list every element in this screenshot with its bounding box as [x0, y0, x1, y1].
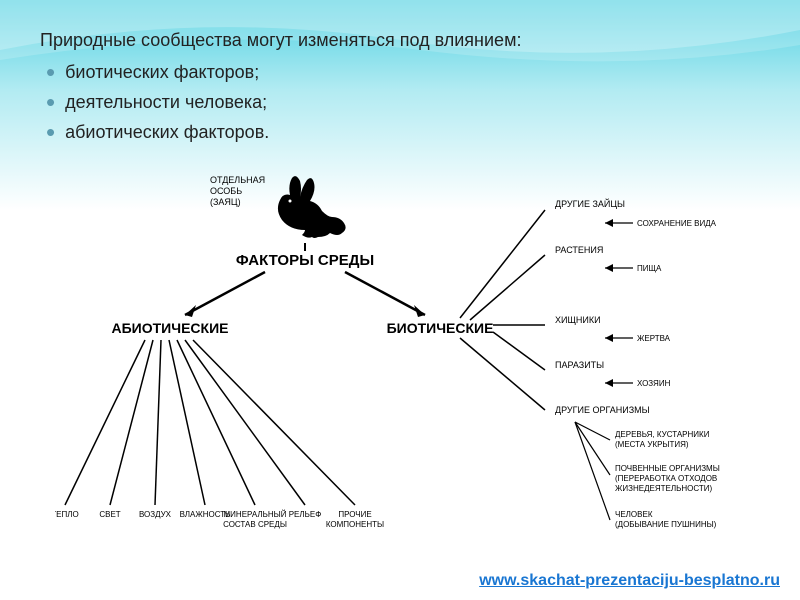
bullet-text: абиотических факторов. — [65, 122, 269, 143]
svg-text:ЧЕЛОВЕК: ЧЕЛОВЕК — [615, 510, 653, 519]
svg-text:СОСТАВ СРЕДЫ: СОСТАВ СРЕДЫ — [223, 520, 287, 529]
svg-text:(ПЕРЕРАБОТКА ОТХОДОВ: (ПЕРЕРАБОТКА ОТХОДОВ — [615, 474, 717, 483]
rabbit-label: ОСОБЬ — [210, 186, 242, 196]
svg-text:(ДОБЫВАНИЕ ПУШНИНЫ): (ДОБЫВАНИЕ ПУШНИНЫ) — [615, 520, 717, 529]
svg-text:ХИЩНИКИ: ХИЩНИКИ — [555, 315, 601, 325]
slide-container: Природные сообщества могут изменяться по… — [0, 0, 800, 600]
bullet-item: абиотических факторов. — [46, 119, 760, 145]
biotic-labels: ДРУГИЕ ЗАЙЦЫ СОХРАНЕНИЕ ВИДА РАСТЕНИЯ ПИ… — [555, 198, 720, 529]
svg-text:ПРОЧИЕ: ПРОЧИЕ — [338, 510, 371, 519]
svg-text:СОХРАНЕНИЕ ВИДА: СОХРАНЕНИЕ ВИДА — [637, 219, 717, 228]
svg-text:МИНЕРАЛЬНЫЙ: МИНЕРАЛЬНЫЙ — [224, 510, 287, 519]
svg-text:ВОЗДУХ: ВОЗДУХ — [139, 510, 172, 519]
intro-text: Природные сообщества могут изменяться по… — [40, 30, 760, 51]
svg-text:ДЕРЕВЬЯ, КУСТАРНИКИ: ДЕРЕВЬЯ, КУСТАРНИКИ — [615, 430, 710, 439]
abiotic-heading: АБИОТИЧЕСКИЕ — [112, 320, 229, 336]
bullet-text: деятельности человека; — [65, 92, 267, 113]
svg-text:РАСТЕНИЯ: РАСТЕНИЯ — [555, 245, 603, 255]
bullet-list: биотических факторов; деятельности челов… — [40, 59, 760, 145]
svg-text:(МЕСТА УКРЫТИЯ): (МЕСТА УКРЫТИЯ) — [615, 440, 689, 449]
bullet-item: деятельности человека; — [46, 89, 760, 115]
abiotic-labels: ТЕПЛО СВЕТ ВОЗДУХ ВЛАЖНОСТЬ МИНЕРАЛЬНЫЙ … — [55, 510, 384, 529]
svg-text:ХОЗЯИН: ХОЗЯИН — [637, 379, 671, 388]
factors-diagram: ОТДЕЛЬНАЯ ОСОБЬ (ЗАЯЦ) ФАКТОРЫ СРЕДЫ АБИ… — [55, 175, 745, 545]
rabbit-label: ОТДЕЛЬНАЯ — [210, 175, 265, 185]
bullet-item: биотических факторов; — [46, 59, 760, 85]
rabbit-icon — [278, 176, 346, 238]
svg-text:ПИЩА: ПИЩА — [637, 264, 662, 273]
svg-text:ДРУГИЕ ЗАЙЦЫ: ДРУГИЕ ЗАЙЦЫ — [555, 198, 625, 209]
svg-text:РЕЛЬЕФ: РЕЛЬЕФ — [289, 510, 322, 519]
svg-text:СВЕТ: СВЕТ — [99, 510, 120, 519]
svg-text:КОМПОНЕНТЫ: КОМПОНЕНТЫ — [326, 520, 384, 529]
svg-text:ТЕПЛО: ТЕПЛО — [55, 510, 79, 519]
footer-link[interactable]: www.skachat-prezentaciju-besplatno.ru — [479, 572, 780, 590]
biotic-heading: БИОТИЧЕСКИЕ — [387, 320, 494, 336]
abiotic-lines — [65, 340, 355, 505]
svg-text:ДРУГИЕ ОРГАНИЗМЫ: ДРУГИЕ ОРГАНИЗМЫ — [555, 405, 650, 415]
factors-heading: ФАКТОРЫ СРЕДЫ — [236, 252, 374, 269]
svg-text:ПОЧВЕННЫЕ ОРГАНИЗМЫ: ПОЧВЕННЫЕ ОРГАНИЗМЫ — [615, 464, 720, 473]
biotic-lines — [460, 210, 545, 410]
bullet-text: биотических факторов; — [65, 62, 259, 83]
svg-text:ЖИЗНЕДЕЯТЕЛЬНОСТИ): ЖИЗНЕДЕЯТЕЛЬНОСТИ) — [615, 484, 712, 493]
svg-text:ЖЕРТВА: ЖЕРТВА — [637, 334, 671, 343]
rabbit-label: (ЗАЯЦ) — [210, 197, 241, 207]
svg-text:ПАРАЗИТЫ: ПАРАЗИТЫ — [555, 360, 604, 370]
